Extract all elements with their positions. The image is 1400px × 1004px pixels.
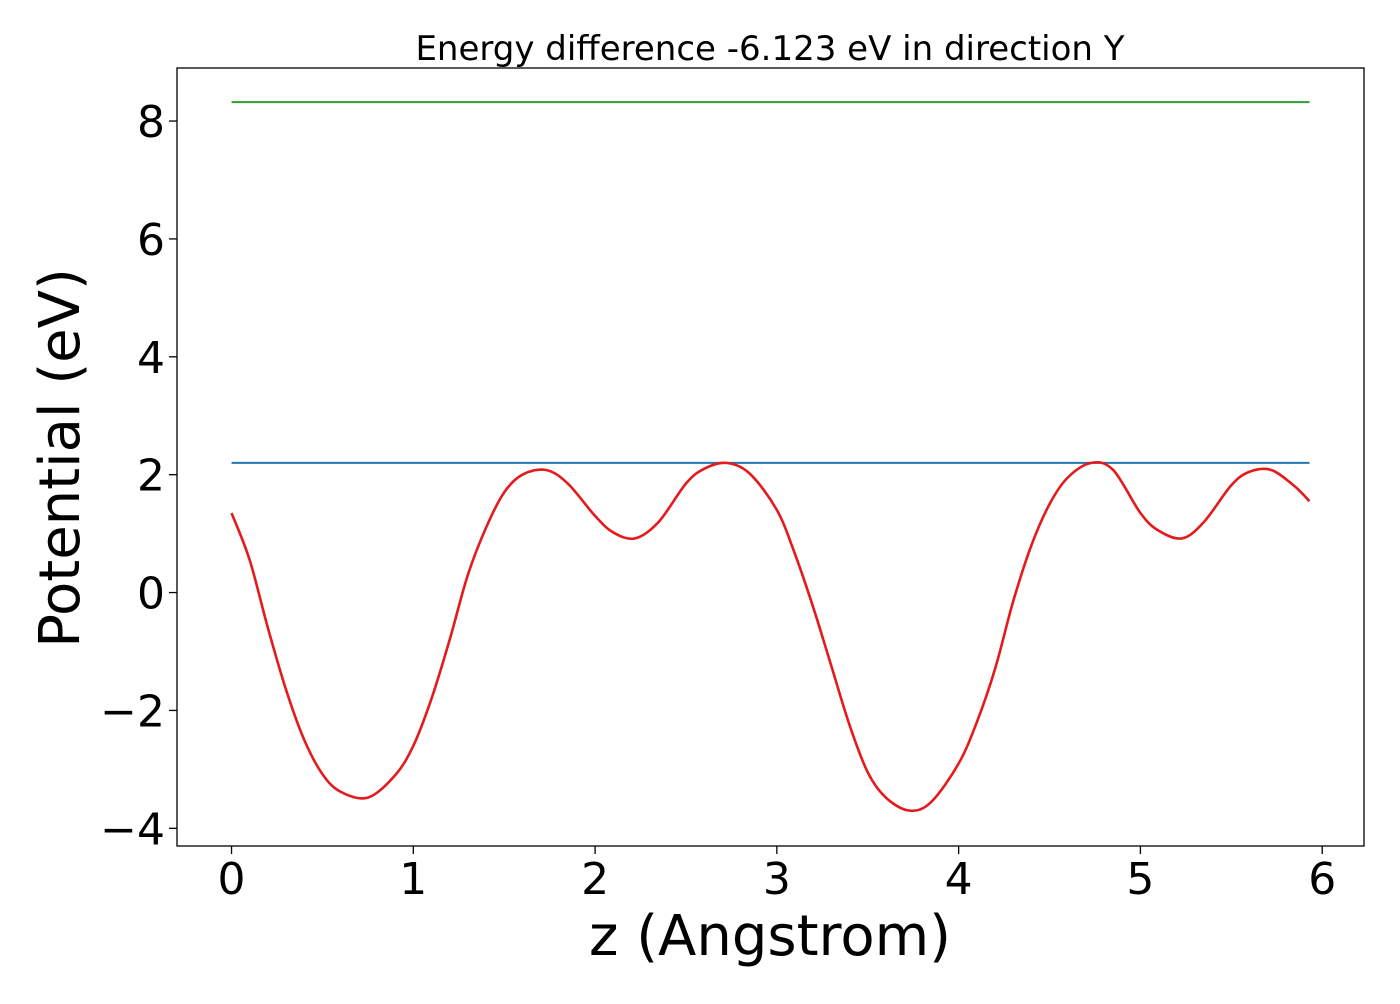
y-tick-label-1: −2 <box>100 686 165 737</box>
y-tick-label-5: 6 <box>137 215 165 266</box>
chart-title: Energy difference -6.123 eV in direction… <box>415 29 1124 69</box>
x-tick-label-4: 4 <box>945 854 973 905</box>
x-tick-label-3: 3 <box>763 854 791 905</box>
y-tick-label-6: 8 <box>137 97 165 148</box>
plot-area: 0 1 2 3 4 5 6 −4 −2 0 2 4 6 8 <box>100 67 1365 905</box>
x-tick-label-5: 5 <box>1126 854 1154 905</box>
y-tick-label-2: 0 <box>137 569 165 620</box>
x-tick-label-2: 2 <box>581 854 609 905</box>
y-tick-label-0: −4 <box>100 804 165 855</box>
x-tick-label-1: 1 <box>399 854 427 905</box>
x-tick-label-6: 6 <box>1308 854 1336 905</box>
x-axis-label: z (Angstrom) <box>589 904 951 969</box>
y-tick-label-4: 4 <box>137 333 165 384</box>
x-tick-label-0: 0 <box>218 854 246 905</box>
plot-frame <box>176 67 1365 847</box>
y-axis-label: Potential (eV) <box>28 268 93 648</box>
series-line-2 <box>230 460 1311 813</box>
y-tick-label-3: 2 <box>137 451 165 502</box>
